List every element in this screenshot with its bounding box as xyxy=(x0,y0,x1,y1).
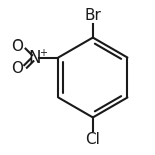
Text: ⁻: ⁻ xyxy=(14,38,20,48)
Text: Br: Br xyxy=(84,8,101,23)
Text: N: N xyxy=(28,49,41,66)
Text: O: O xyxy=(11,61,23,76)
Text: Cl: Cl xyxy=(85,132,100,147)
Text: O: O xyxy=(11,39,23,54)
Text: +: + xyxy=(39,48,47,58)
